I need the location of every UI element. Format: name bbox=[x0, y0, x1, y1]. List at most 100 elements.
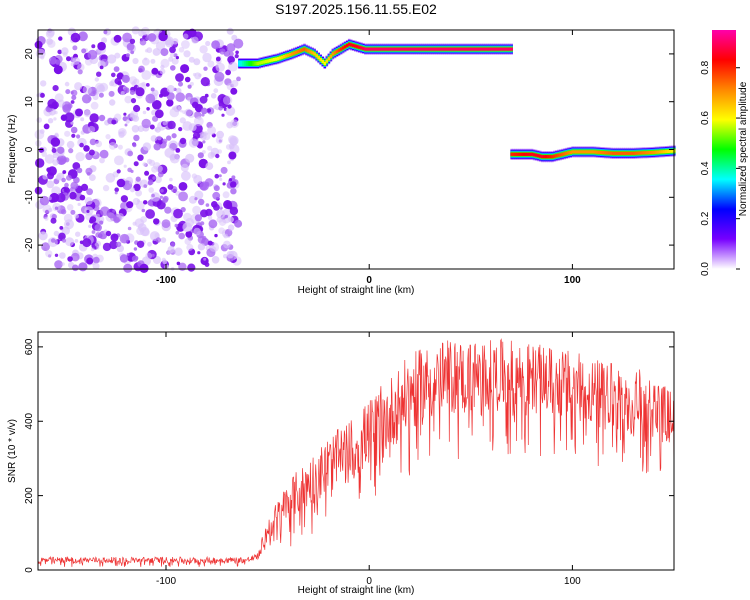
track-cell bbox=[246, 61, 249, 66]
noise-speckle bbox=[79, 194, 86, 201]
track-cell bbox=[291, 52, 294, 56]
noise-speckle bbox=[97, 60, 106, 69]
noise-speckle bbox=[214, 173, 220, 179]
track-cell bbox=[274, 57, 278, 61]
track-cell bbox=[520, 152, 524, 156]
noise-speckle bbox=[94, 77, 100, 82]
noise-speckle bbox=[227, 104, 232, 109]
noise-speckle bbox=[55, 59, 61, 65]
noise-speckle bbox=[234, 54, 239, 59]
noise-speckle bbox=[205, 162, 214, 171]
y-tick-label: 0 bbox=[24, 146, 35, 152]
noise-speckle bbox=[70, 126, 78, 134]
track-cell bbox=[250, 61, 253, 66]
track-cell bbox=[368, 47, 371, 51]
noise-speckle bbox=[193, 227, 201, 236]
track-cell bbox=[449, 47, 453, 51]
noise-speckle bbox=[141, 81, 147, 87]
track-cell bbox=[620, 151, 623, 155]
noise-speckle bbox=[92, 256, 100, 264]
track-cell bbox=[518, 152, 522, 156]
noise-speckle bbox=[169, 46, 176, 54]
noise-speckle bbox=[95, 140, 103, 148]
x-tick-label: -100 bbox=[156, 576, 176, 587]
noise-speckle bbox=[169, 177, 173, 182]
noise-speckle bbox=[179, 137, 187, 145]
track-cell bbox=[666, 149, 670, 153]
noise-speckle bbox=[182, 121, 193, 131]
track-cell bbox=[608, 151, 611, 155]
noise-speckle bbox=[68, 148, 74, 154]
noise-speckle bbox=[138, 65, 145, 73]
y-tick-label: 200 bbox=[24, 487, 35, 504]
track-cell bbox=[628, 151, 631, 155]
track-cell bbox=[616, 151, 619, 155]
noise-speckle bbox=[171, 133, 177, 139]
track-cell bbox=[583, 150, 587, 154]
noise-speckle bbox=[204, 93, 209, 98]
noise-speckle bbox=[158, 31, 168, 42]
noise-speckle bbox=[179, 109, 183, 113]
x-tick-label: 0 bbox=[366, 576, 372, 587]
noise-speckle bbox=[169, 153, 180, 164]
noise-speckle bbox=[167, 184, 174, 190]
noise-speckle bbox=[113, 34, 122, 43]
track-cell bbox=[392, 47, 396, 51]
noise-speckle bbox=[205, 40, 211, 47]
noise-speckle bbox=[96, 246, 100, 250]
track-cell bbox=[622, 151, 625, 155]
noise-speckle bbox=[34, 186, 43, 195]
noise-speckle bbox=[151, 253, 155, 257]
noise-speckle bbox=[88, 149, 95, 156]
noise-speckle bbox=[61, 262, 65, 266]
track-cell bbox=[571, 150, 574, 154]
noise-speckle bbox=[90, 101, 99, 110]
noise-speckle bbox=[72, 57, 81, 65]
noise-speckle bbox=[74, 239, 79, 243]
noise-speckle bbox=[64, 112, 75, 123]
noise-speckle bbox=[121, 74, 130, 83]
noise-speckle bbox=[99, 149, 109, 159]
noise-speckle bbox=[211, 40, 221, 50]
x-tick-label: 100 bbox=[564, 576, 581, 587]
noise-speckle bbox=[178, 182, 188, 191]
y-tick-label: 0 bbox=[24, 567, 35, 573]
noise-speckle bbox=[86, 188, 93, 196]
noise-speckle bbox=[83, 110, 92, 118]
noise-speckle bbox=[192, 205, 201, 215]
noise-speckle bbox=[175, 148, 181, 153]
noise-speckle bbox=[181, 40, 190, 49]
track-cell bbox=[398, 47, 402, 51]
noise-speckle bbox=[94, 240, 102, 247]
snr-series-line bbox=[38, 338, 674, 567]
noise-speckle bbox=[219, 177, 223, 181]
noise-speckle bbox=[230, 119, 239, 128]
noise-speckle bbox=[161, 257, 166, 262]
noise-speckle bbox=[124, 95, 132, 104]
noise-speckle bbox=[77, 69, 83, 75]
track-cell bbox=[276, 57, 280, 61]
noise-speckle bbox=[125, 119, 130, 124]
noise-speckle bbox=[147, 33, 157, 42]
track-cell bbox=[459, 47, 463, 51]
noise-speckle bbox=[200, 77, 210, 87]
noise-speckle bbox=[74, 213, 79, 219]
noise-speckle bbox=[80, 183, 89, 191]
track-cell bbox=[551, 155, 554, 159]
noise-speckle bbox=[69, 191, 77, 200]
track-cell bbox=[465, 47, 469, 51]
noise-speckle bbox=[120, 195, 128, 203]
track-cell bbox=[593, 150, 597, 154]
noise-speckle bbox=[197, 236, 206, 244]
noise-speckle bbox=[130, 187, 135, 193]
noise-speckle bbox=[202, 140, 206, 144]
track-cell bbox=[671, 149, 674, 153]
noise-speckle bbox=[94, 224, 102, 232]
track-cell bbox=[331, 52, 335, 56]
track-cell bbox=[258, 61, 262, 65]
noise-speckle bbox=[218, 174, 222, 178]
noise-speckle bbox=[138, 30, 145, 37]
track-cell bbox=[555, 154, 558, 158]
track-cell bbox=[323, 61, 327, 66]
